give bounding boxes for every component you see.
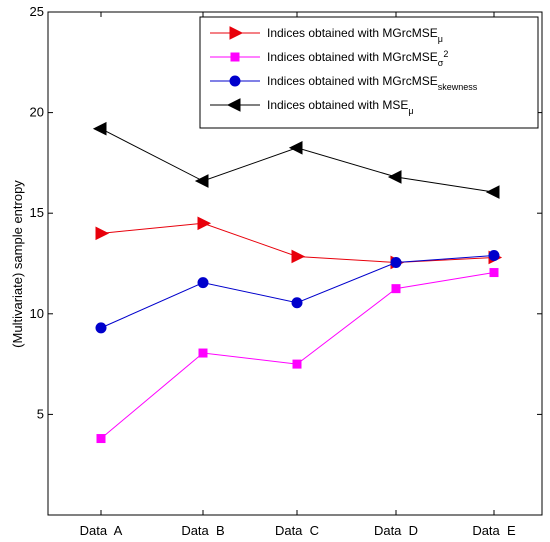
legend-item: Indices obtained with MGrcMSEσ2	[210, 49, 448, 68]
x-tick-label: Data C	[275, 523, 319, 538]
legend-label-subscript: skewness	[438, 82, 478, 92]
x-tick-label: Data E	[472, 523, 516, 538]
legend-label-superscript: 2	[443, 49, 448, 59]
data-point-triangle-left	[194, 174, 209, 188]
x-axis: Data A Data B Data C Data D Data E	[80, 12, 516, 538]
legend-item: Indices obtained with MGrcMSEμ	[210, 26, 443, 44]
y-axis: 5 10 15 20 25	[30, 4, 542, 421]
data-point-circle	[229, 75, 241, 87]
legend-item: Indices obtained with MSEμ	[210, 98, 414, 116]
data-point-triangle-right	[197, 216, 212, 231]
x-tick-label: Data B	[181, 523, 224, 538]
legend-label: Indices obtained with MGrcMSEμ	[267, 26, 443, 44]
legend-box	[199, 16, 539, 129]
data-point-square	[198, 348, 208, 358]
series-2	[96, 268, 499, 444]
legend-label-base: Indices obtained with MGrcMSE	[267, 74, 438, 88]
legend-label: Indices obtained with MGrcMSEσ2	[267, 49, 448, 68]
data-point-triangle-left	[226, 98, 241, 112]
data-point-circle	[390, 256, 402, 268]
data-point-circle	[197, 277, 209, 289]
legend-label-base: Indices obtained with MSE	[267, 98, 408, 112]
y-tick-label: 15	[30, 205, 44, 220]
y-axis-label: (Multivariate) sample entropy	[10, 180, 25, 348]
legend-item: Indices obtained with MGrcMSEskewness	[210, 74, 478, 92]
series-layer	[92, 121, 503, 444]
data-point-triangle-left	[485, 185, 500, 199]
legend-label-base: Indices obtained with MGrcMSE	[267, 50, 438, 64]
y-tick-label: 25	[30, 4, 44, 19]
data-point-triangle-right	[95, 226, 110, 241]
series-4	[92, 121, 500, 199]
y-tick-label: 20	[30, 105, 44, 120]
y-tick-label: 10	[30, 306, 44, 321]
data-point-triangle-right	[291, 249, 306, 264]
data-point-circle	[95, 322, 107, 334]
legend-label-subscript: σ	[438, 58, 444, 68]
data-point-triangle-left	[288, 141, 303, 155]
legend-label-base: Indices obtained with MGrcMSE	[267, 26, 438, 40]
y-tick-label: 5	[37, 406, 44, 421]
data-point-square	[96, 434, 106, 444]
legend-label: Indices obtained with MSEμ	[267, 98, 414, 116]
data-point-square	[391, 284, 401, 294]
series-3	[95, 249, 500, 334]
legend-label: Indices obtained with MGrcMSEskewness	[267, 74, 478, 92]
x-tick-label: Data A	[80, 523, 123, 538]
data-point-circle	[488, 249, 500, 261]
data-point-square	[489, 268, 499, 278]
x-tick-label: Data D	[374, 523, 418, 538]
data-point-triangle-left	[92, 121, 107, 136]
legend-label-subscript: μ	[438, 34, 443, 44]
data-point-square	[292, 359, 302, 369]
data-point-triangle-left	[387, 170, 402, 184]
legend-label-subscript: μ	[408, 106, 413, 116]
data-point-circle	[291, 297, 303, 309]
data-point-square	[230, 52, 240, 62]
data-point-triangle-right	[229, 26, 244, 40]
